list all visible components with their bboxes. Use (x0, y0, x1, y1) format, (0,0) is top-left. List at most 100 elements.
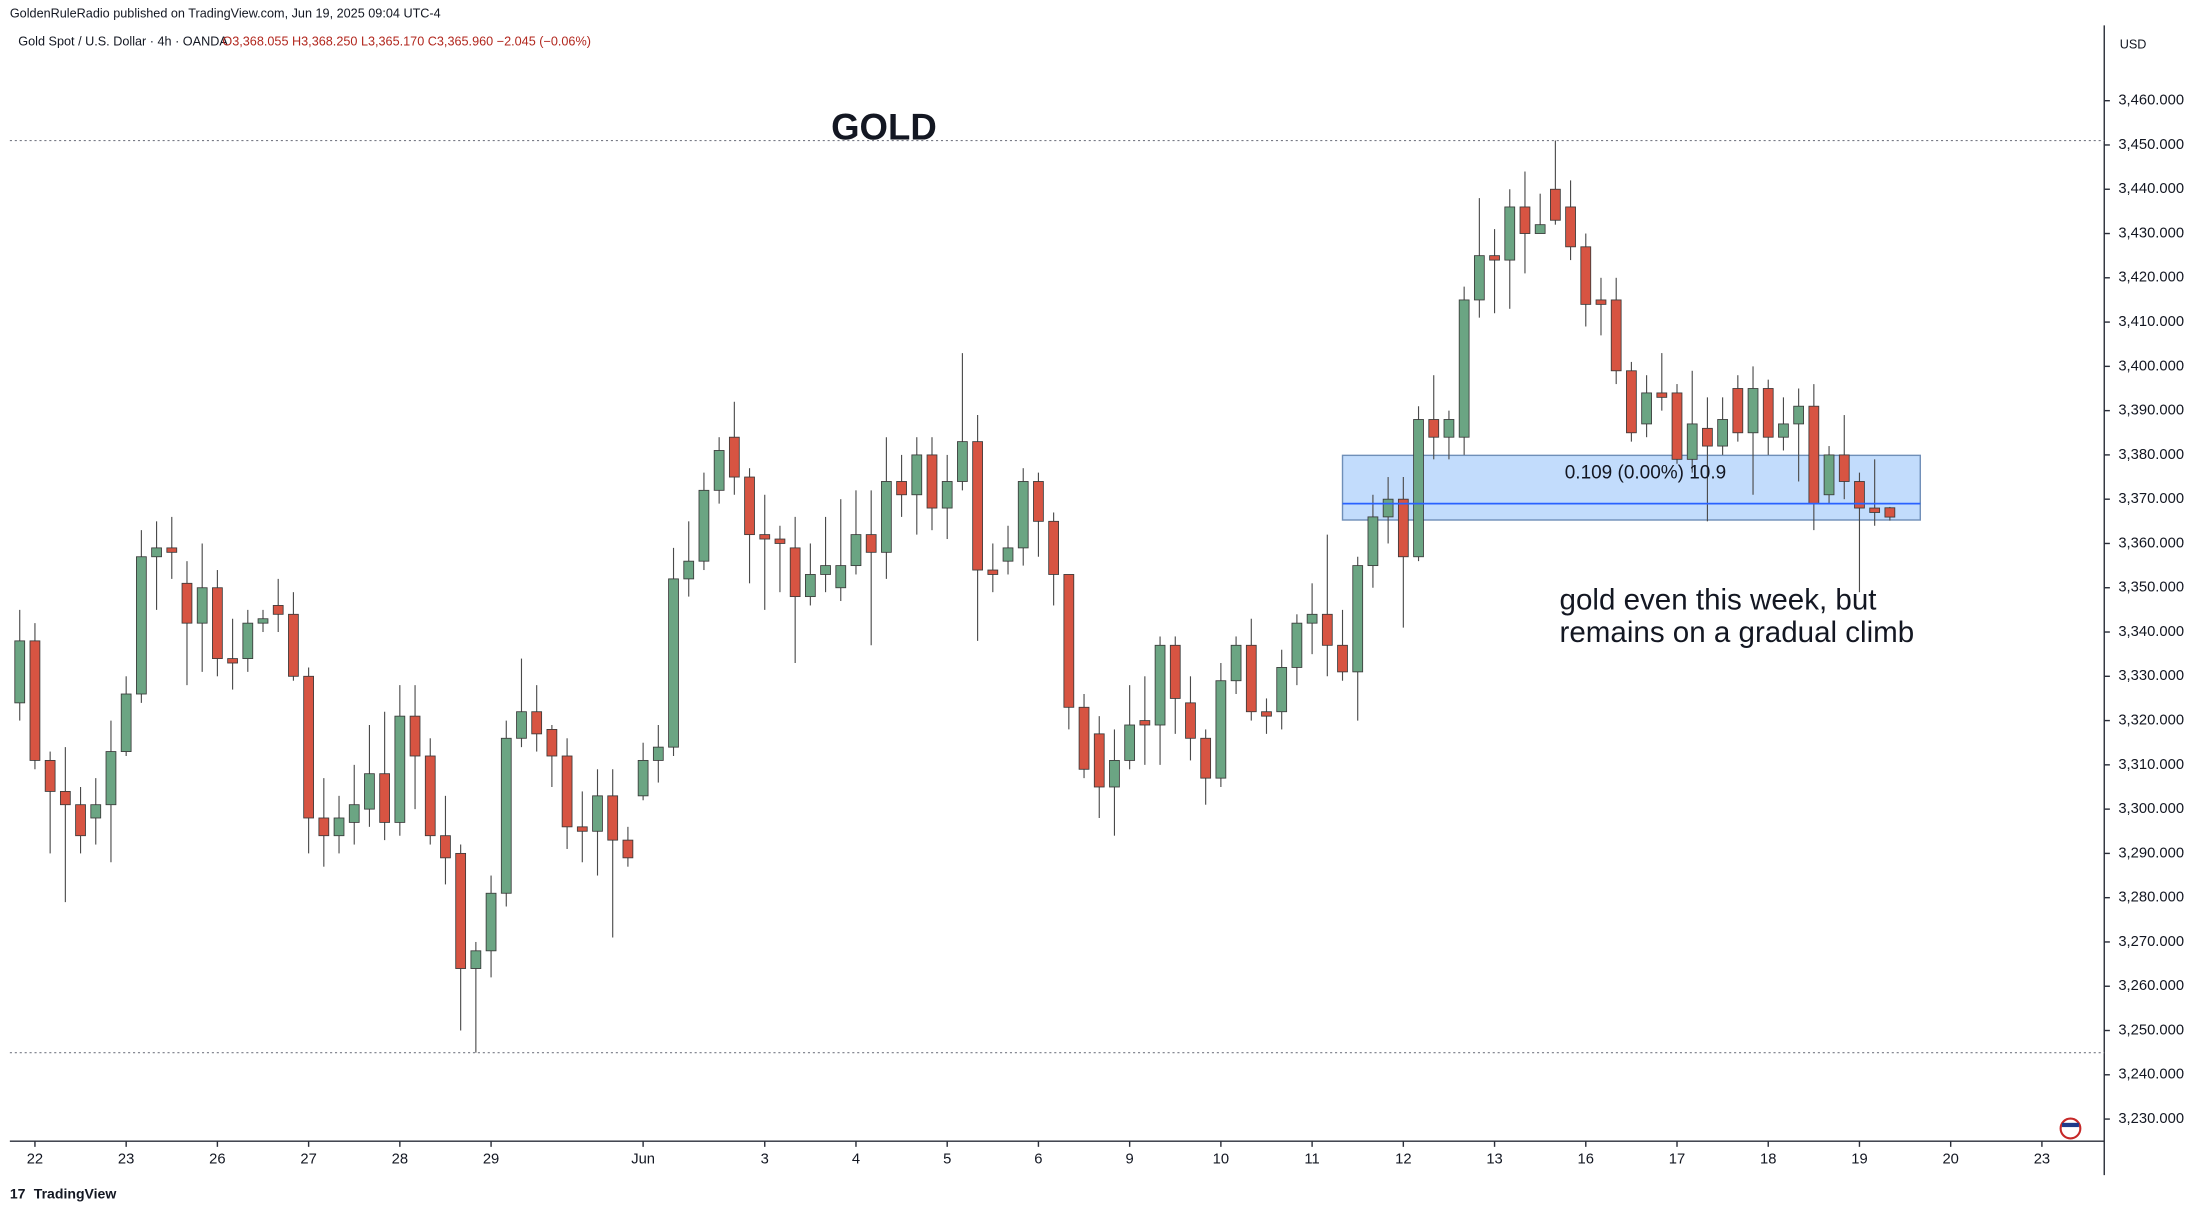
candle-body (850, 534, 862, 567)
candle-body (1321, 613, 1333, 646)
candle-body (1656, 392, 1668, 398)
y-tick-label: 3,250.000 (2118, 1022, 2184, 1038)
candle-body (1823, 454, 1835, 496)
y-tick-label: 3,230.000 (2118, 1111, 2184, 1127)
y-tick-label: 3,370.000 (2118, 491, 2184, 507)
candle-body (1641, 392, 1652, 425)
candle-body (455, 852, 467, 969)
candle-body (1747, 388, 1759, 434)
x-tick-label: 23 (118, 1151, 134, 1167)
candle-body (1550, 188, 1561, 221)
candle-body (1413, 419, 1424, 558)
candle-body (531, 711, 543, 735)
x-tick-label: 6 (1034, 1151, 1042, 1167)
y-tick-label: 3,420.000 (2118, 270, 2184, 286)
candle-body (1352, 565, 1364, 673)
candle-body (151, 547, 162, 558)
candle-body (1291, 622, 1303, 668)
candle-body (29, 640, 41, 761)
candle-body (1154, 644, 1166, 726)
candle-body (637, 759, 649, 797)
y-tick-label: 3,290.000 (2118, 845, 2184, 861)
candle-body (75, 804, 86, 837)
x-tick-label: 26 (209, 1151, 225, 1167)
x-tick-label: 10 (1213, 1151, 1229, 1167)
x-tick-label: 9 (1126, 1151, 1134, 1167)
candle-body (1762, 388, 1774, 438)
candle-body (576, 826, 588, 832)
candle-body (1139, 720, 1151, 726)
candle-body (1702, 427, 1713, 447)
candle-body (683, 560, 695, 580)
candle-body (774, 538, 786, 544)
plot-area: 0.109 (0.00%) 10.9 (14, 140, 1921, 1053)
candle-body (1732, 388, 1744, 434)
y-tick-label: 3,440.000 (2118, 181, 2184, 197)
candle-body (379, 773, 391, 823)
candle-body (1215, 680, 1227, 779)
x-tick-label: 20 (1942, 1151, 1958, 1167)
x-tick-label: 16 (1578, 1151, 1594, 1167)
candle-body (1443, 419, 1455, 438)
candle-body (303, 675, 314, 819)
candle-body (652, 746, 664, 761)
candle-body (1078, 706, 1090, 770)
y-tick-label: 3,460.000 (2118, 93, 2184, 109)
y-tick-label: 3,310.000 (2118, 757, 2184, 773)
candle-body (1686, 423, 1698, 460)
candle-body (166, 547, 178, 553)
candle-body (318, 817, 330, 837)
x-tick-label: 27 (300, 1151, 316, 1167)
y-tick-label: 3,300.000 (2118, 801, 2184, 817)
candle-body (972, 441, 983, 571)
y-tick-label: 3,350.000 (2118, 580, 2184, 596)
x-tick-label: 12 (1395, 1151, 1411, 1167)
x-tick-label: 5 (943, 1151, 951, 1167)
candle-body (759, 534, 771, 540)
y-tick-label: 3,450.000 (2118, 137, 2184, 153)
candle-body (896, 481, 907, 496)
candle-body (1626, 370, 1637, 434)
candle-body (242, 622, 254, 660)
candle-body (1367, 516, 1379, 567)
candle-body (607, 795, 619, 841)
y-tick-label: 3,280.000 (2118, 890, 2184, 906)
candle-body (1778, 423, 1789, 438)
candle-body (1489, 255, 1500, 261)
candle-body (440, 835, 451, 859)
ohlc: O3,368.055 H3,368.250 L3,365.170 C3,365.… (222, 35, 591, 49)
candle-body (1306, 613, 1318, 624)
candle-body (470, 950, 482, 969)
candle-body (713, 450, 725, 491)
chart-title: GOLD (831, 107, 937, 148)
candle-body (622, 839, 634, 859)
candle-body (288, 613, 299, 677)
flag-icon (2059, 1117, 2082, 1140)
y-tick-label: 3,410.000 (2118, 314, 2184, 330)
currency: USD (2120, 38, 2147, 52)
candle-body (1276, 667, 1288, 713)
x-tick-label: 28 (392, 1151, 408, 1167)
candle-body (1002, 547, 1014, 562)
candle-body (196, 587, 208, 624)
candle-body (881, 481, 892, 553)
candle-body (181, 582, 193, 624)
candle-body (668, 578, 679, 748)
candle-body (865, 534, 877, 553)
candle-body (1245, 644, 1257, 713)
x-tick-label: 13 (1486, 1151, 1502, 1167)
candle-body (1671, 392, 1683, 460)
candle-body (546, 729, 558, 757)
x-tick-label: 29 (483, 1151, 499, 1167)
candle-body (348, 804, 360, 823)
candle-body (1093, 733, 1105, 788)
candle-body (1869, 507, 1881, 513)
candle-body (409, 715, 421, 757)
candle-body (1473, 255, 1485, 301)
annotation: gold even this week, but (1560, 583, 1877, 616)
candle-body (1580, 246, 1592, 305)
candle-body (1033, 481, 1044, 522)
candle-body (257, 618, 269, 624)
candle-body (820, 565, 831, 575)
candle-body (1109, 759, 1120, 788)
